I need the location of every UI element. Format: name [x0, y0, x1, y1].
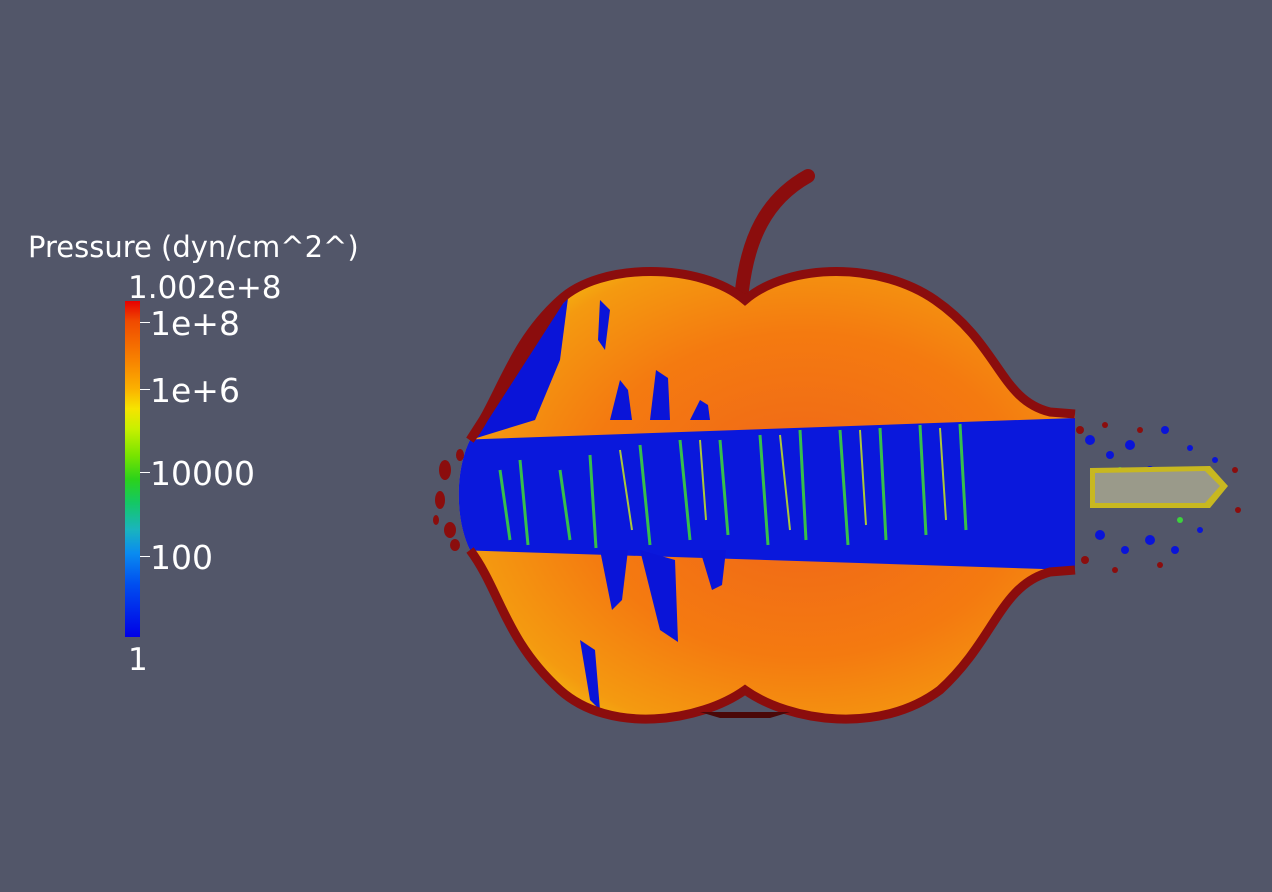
tick-mark — [140, 556, 150, 557]
tick-label-1e8: 1e+8 — [150, 304, 240, 343]
legend-min-label: 1 — [128, 642, 148, 678]
legend-title: Pressure (dyn/cm^2^) — [28, 230, 359, 264]
apple-outline — [466, 267, 1076, 724]
apple-stem — [735, 169, 815, 297]
legend-max-label: 1.002e+8 — [128, 270, 282, 306]
tick-mark — [140, 322, 150, 323]
tick-label-10000: 10000 — [150, 454, 255, 493]
tick-label-1e6: 1e+6 — [150, 371, 240, 410]
debris-left — [433, 449, 464, 551]
tick-label-100: 100 — [150, 538, 213, 577]
tick-mark — [140, 389, 150, 390]
colorbar — [125, 301, 140, 637]
tick-mark — [140, 472, 150, 473]
projectile — [1095, 471, 1220, 503]
apple-body — [458, 271, 1075, 720]
